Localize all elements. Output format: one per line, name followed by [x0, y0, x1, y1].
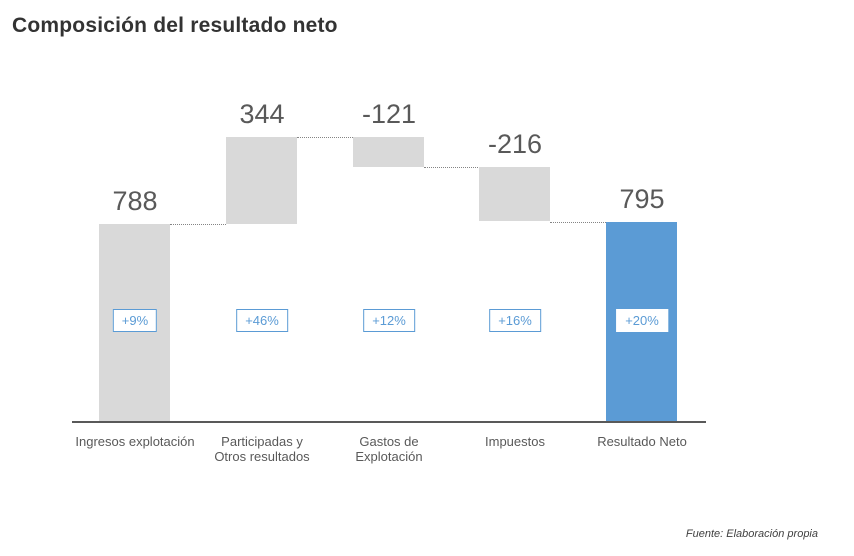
chart-title: Composición del resultado neto [12, 14, 338, 37]
source-note: Fuente: Elaboración propia [685, 528, 818, 540]
category-label: Participadas y Otros resultados [214, 434, 310, 464]
bar-value-label: 795 [619, 184, 665, 214]
waterfall-bar-delta [479, 167, 550, 221]
connector-line [170, 224, 226, 225]
pct-change-badge: +12% [363, 309, 415, 332]
x-axis-line [72, 421, 706, 423]
pct-change-badge: +16% [489, 309, 541, 332]
connector-line [550, 222, 606, 223]
bar-value-label: 788 [112, 186, 158, 216]
pct-change-badge: +9% [112, 309, 158, 332]
waterfall-bar-delta [353, 137, 424, 167]
pct-change-badge: +46% [236, 309, 288, 332]
bar-value-label: -216 [487, 129, 543, 159]
category-label: Impuestos [485, 434, 545, 449]
waterfall-bar-delta [226, 137, 297, 224]
connector-line [297, 137, 353, 138]
connector-line [424, 167, 480, 168]
category-label: Ingresos explotación [75, 434, 195, 449]
bar-value-label: -121 [361, 99, 417, 129]
category-label: Resultado Neto [597, 434, 687, 449]
pct-change-badge: +20% [616, 309, 668, 332]
category-label: Gastos de Explotación [355, 434, 423, 464]
bar-value-label: 344 [239, 99, 285, 129]
